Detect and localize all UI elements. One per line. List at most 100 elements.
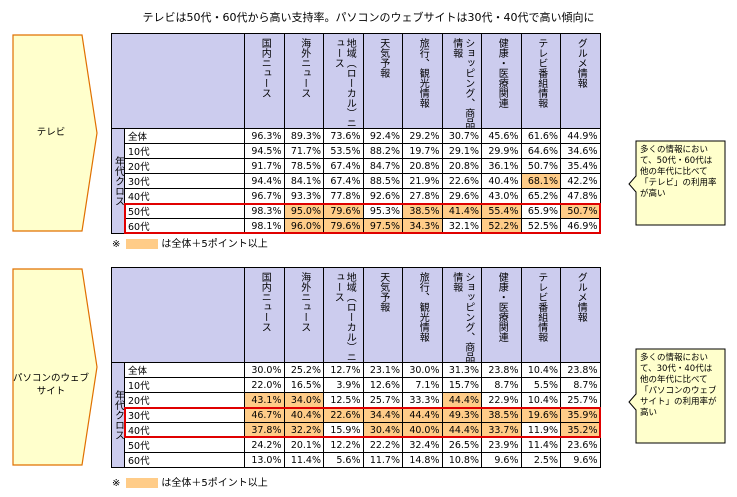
data-cell: 13.0% [244,452,285,468]
column-header: 健康・医療関連 [481,267,522,363]
column-header: テレビ番組情報 [520,267,561,363]
data-cell: 53.5% [323,143,364,159]
data-cell: 32.4% [402,437,443,453]
data-cell: 67.4% [323,158,364,174]
data-cell: 8.7% [560,377,601,393]
callout-text: 多くの情報において、50代・60代は他の年代に比べて「テレビ」の利用率が高い [640,145,717,199]
data-cell: 35.9% [560,407,601,423]
section-label-pc: パソコンのウェブサイト [12,268,98,466]
chart-title: テレビは50代・60代から高い支持率。パソコンのウェブサイトは30代・40代で高… [142,11,595,24]
data-cell: 5.5% [520,377,561,393]
data-cell: 14.8% [402,452,443,468]
column-header-label: ショッピング、商品情報 [450,272,474,362]
row-label: 40代 [124,422,245,438]
data-cell: 34.3% [402,218,443,234]
data-cell: 29.1% [441,143,482,159]
column-header: 海外ニュース [283,33,324,129]
data-cell: 43.0% [481,188,522,204]
data-cell: 12.2% [323,437,364,453]
data-cell: 84.1% [283,173,324,189]
data-cell: 50.7% [560,203,601,219]
side-label-text: 年代クロス [112,390,124,440]
side-label: 年代クロス [111,128,125,234]
data-cell: 15.9% [323,422,364,438]
side-label-text: 年代クロス [112,156,124,206]
data-cell: 22.6% [323,407,364,423]
data-cell: 91.7% [244,158,285,174]
data-cell: 25.7% [560,392,601,408]
data-cell: 3.9% [323,377,364,393]
data-cell: 96.0% [283,218,324,234]
column-header-label: 地域（ローカル）ニュース [332,38,356,128]
data-cell: 8.7% [481,377,522,393]
data-cell: 23.9% [481,437,522,453]
data-cell: 95.3% [362,203,403,219]
data-cell: 46.7% [244,407,285,423]
data-cell: 71.7% [283,143,324,159]
table-row: 年代クロス 全体 30.0% 25.2% 12.7% 23.1% 30.0% 31.3% 23.… [111,362,601,468]
row-label: 60代 [124,218,245,234]
section-label-text: テレビ [36,127,66,138]
data-cell: 30.0% [402,362,443,378]
data-cell: 22.0% [244,377,285,393]
row-label: 20代 [124,392,245,408]
column-header-label: 健康・医療関連 [496,38,508,108]
legend-note-prefix: ※ [112,478,121,489]
callout-tv: 多くの情報において、50代・60代は他の年代に比べて「テレビ」の利用率が高い [628,140,726,226]
column-header: ショッピング、商品情報 [441,267,482,363]
column-header-label: 天気予報 [377,38,389,78]
column-header: 天気予報 [362,33,403,129]
data-cell: 21.9% [402,173,443,189]
row-label: 30代 [124,407,245,423]
data-cell: 12.5% [323,392,364,408]
column-header: 海外ニュース [283,267,324,363]
column-header: 地域（ローカル）ニュース [323,33,364,129]
data-cell: 25.2% [283,362,324,378]
data-cell: 44.4% [441,422,482,438]
pentagon-shape [12,268,98,466]
data-cell: 9.6% [481,452,522,468]
data-cell: 40.4% [481,173,522,189]
data-cell: 26.5% [441,437,482,453]
data-cell: 96.3% [244,128,285,144]
data-cell: 32.2% [283,422,324,438]
callout-text: 多くの情報において、30代・40代は他の年代に比べて「パソコンのウェブサイト」の… [640,353,717,418]
data-cell: 40.0% [402,422,443,438]
callout-shape [628,348,726,444]
data-cell: 20.8% [441,158,482,174]
data-cell: 52.5% [520,218,561,234]
data-cell: 68.1% [520,173,561,189]
row-label: 50代 [124,437,245,453]
column-header: 地域（ローカル）ニュース [323,267,364,363]
column-header-label: 天気予報 [377,272,389,312]
data-cell: 27.8% [402,188,443,204]
data-cell: 22.6% [441,173,482,189]
callout-shape [628,140,726,226]
table-row: 20代 91.7% 78.5% 67.4% 84.7% 20.8% 20.8% 36.1% 50… [112,158,601,174]
table-row: 50代 24.2% 20.1% 12.2% 22.2% 32.4% 26.5% 23.9% 11… [112,437,601,453]
table-row: 年代クロス 全体 96.3% 89.3% 73.6% 92.4% 29.2% 30.7% 45.… [111,128,601,234]
table-corner [111,33,245,129]
data-cell: 34.4% [362,407,403,423]
column-header-label: 地域（ローカル）ニュース [332,272,356,362]
table-row: 30代 94.4% 84.1% 67.4% 88.5% 21.9% 22.6% 40.4% 68… [112,173,601,189]
legend-note-text: は全体＋5ポイント以上 [161,239,268,250]
legend-swatch [126,478,159,488]
row-label: 40代 [124,188,245,204]
column-header-label: グルメ情報 [575,272,587,322]
section-label-text: パソコンのウェブサイト [12,373,89,397]
data-cell: 10.4% [520,392,561,408]
column-header: 旅行、観光情報 [402,267,443,363]
data-cell: 35.2% [560,422,601,438]
column-header-label: 健康・医療関連 [496,272,508,342]
data-cell: 30.7% [441,128,482,144]
column-header: グルメ情報 [560,267,601,363]
data-cell: 94.5% [244,143,285,159]
data-cell: 33.3% [402,392,443,408]
column-header-label: グルメ情報 [575,38,587,88]
data-cell: 19.7% [402,143,443,159]
data-cell: 96.7% [244,188,285,204]
table-row: 60代 98.1% 96.0% 79.6% 97.5% 34.3% 32.1% 52.2% 52… [112,218,601,234]
column-header: ショッピング、商品情報 [441,33,482,129]
column-header-label: 旅行、観光情報 [417,272,429,342]
